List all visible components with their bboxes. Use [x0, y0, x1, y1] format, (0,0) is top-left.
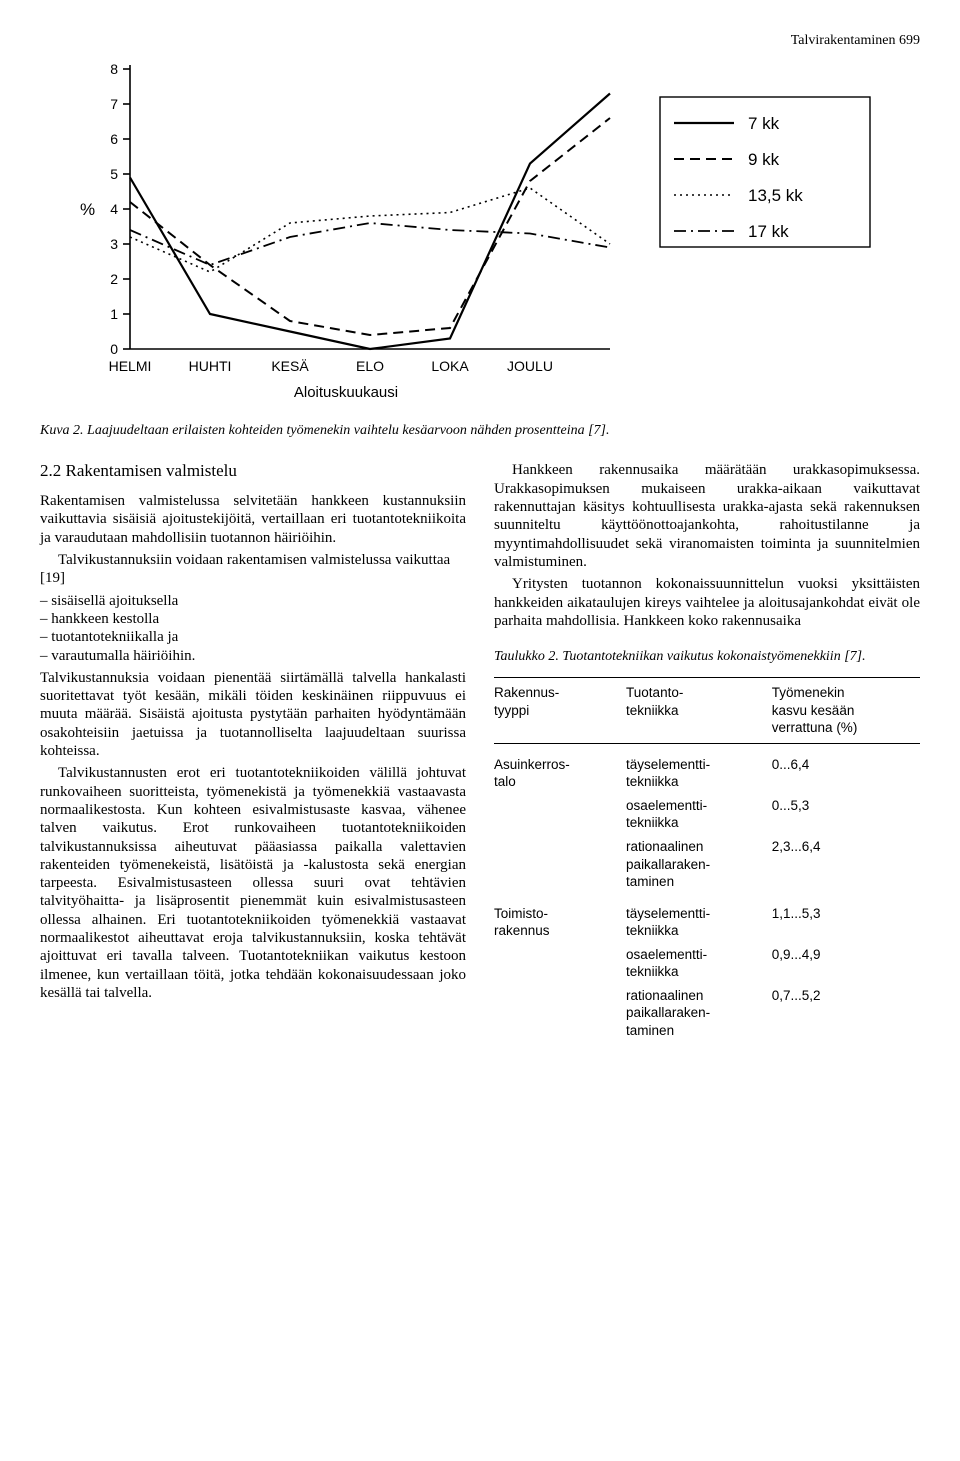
svg-text:KESÄ: KESÄ — [271, 358, 309, 374]
svg-text:2: 2 — [110, 271, 118, 287]
chart-figure: 0 1 2 3 4 5 6 7 8% HELMI HUHTI KESÄ ELO LOKA JOULU Aloi… — [40, 57, 920, 402]
table-row: osaelementti-tekniikka0,9...4,9 — [494, 942, 920, 983]
para: Rakentamisen valmistelussa selvitetään h… — [40, 492, 466, 547]
list-intro: Talvikustannuksiin voidaan rakentamisen … — [40, 551, 466, 588]
svg-text:HUHTI: HUHTI — [189, 358, 232, 374]
chart-svg: 0 1 2 3 4 5 6 7 8% HELMI HUHTI KESÄ ELO LOKA JOULU Aloi… — [40, 57, 900, 397]
para: Talvikustannuksia voidaan pienentää siir… — [40, 669, 466, 760]
svg-text:9 kk: 9 kk — [748, 150, 780, 169]
svg-text:ELO: ELO — [356, 358, 384, 374]
svg-text:6: 6 — [110, 131, 118, 147]
table-row: Asuinkerros-talotäyselementti-tekniikka0… — [494, 743, 920, 793]
svg-text:HELMI: HELMI — [109, 358, 152, 374]
svg-text:0: 0 — [110, 341, 118, 357]
table-header: Työmenekinkasvu kesäänverrattuna (%) — [772, 678, 920, 744]
production-table: Rakennus-tyyppi Tuotanto-tekniikka Työme… — [494, 677, 920, 1041]
list-item: varautumalla häiriöihin. — [40, 647, 466, 665]
right-column: Hankkeen rakennusaika määrätään urakkaso… — [494, 461, 920, 1041]
table-header: Tuotanto-tekniikka — [626, 678, 772, 744]
running-head: Talvirakentaminen 699 — [40, 32, 920, 49]
left-column: 2.2 Rakentamisen valmistelu Rakentamisen… — [40, 461, 466, 1041]
table-row: rationaalinenpaikallaraken-taminen2,3...… — [494, 834, 920, 893]
list-item: sisäisellä ajoituksella — [40, 592, 466, 610]
para: Hankkeen rakennusaika määrätään urakkaso… — [494, 461, 920, 571]
figure-caption: Kuva 2. Laajuudeltaan erilaisten kohteid… — [40, 422, 920, 439]
section-heading: 2.2 Rakentamisen valmistelu — [40, 461, 466, 482]
svg-text:JOULU: JOULU — [507, 358, 553, 374]
list-item: tuotantotekniikalla ja — [40, 628, 466, 646]
svg-text:5: 5 — [110, 166, 118, 182]
svg-text:LOKA: LOKA — [431, 358, 469, 374]
svg-text:4: 4 — [110, 201, 118, 217]
list-item: hankkeen kestolla — [40, 610, 466, 628]
svg-text:3: 3 — [110, 236, 118, 252]
table-row: osaelementti-tekniikka0...5,3 — [494, 793, 920, 834]
svg-text:1: 1 — [110, 306, 118, 322]
table-row: rationaalinenpaikallaraken-taminen0,7...… — [494, 983, 920, 1042]
para: Yritysten tuotannon kokonaissuunnittelun… — [494, 575, 920, 630]
bullet-list: sisäisellä ajoituksellahankkeen kestolla… — [40, 592, 466, 665]
para: Talvikustannusten erot eri tuotantotekni… — [40, 764, 466, 1002]
svg-text:8: 8 — [110, 61, 118, 77]
svg-text:17 kk: 17 kk — [748, 222, 789, 241]
svg-text:Aloituskuukausi: Aloituskuukausi — [294, 384, 398, 397]
svg-text:13,5 kk: 13,5 kk — [748, 186, 803, 205]
svg-text:7: 7 — [110, 96, 118, 112]
svg-text:7 kk: 7 kk — [748, 114, 780, 133]
svg-text:%: % — [80, 200, 95, 219]
table-body: Asuinkerros-talotäyselementti-tekniikka0… — [494, 743, 920, 1041]
table-caption: Taulukko 2. Tuotantotekniikan vaikutus k… — [494, 648, 920, 665]
table-row: Toimisto-rakennustäyselementti-tekniikka… — [494, 893, 920, 942]
table-header: Rakennus-tyyppi — [494, 678, 626, 744]
